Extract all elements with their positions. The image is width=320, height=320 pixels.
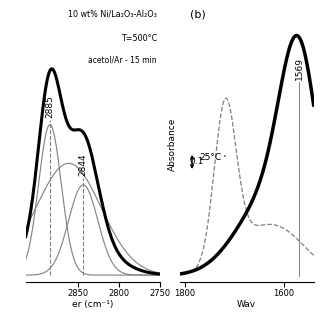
Text: 1569: 1569	[295, 57, 304, 80]
Text: T=500°C: T=500°C	[121, 34, 157, 43]
Text: 0.1: 0.1	[189, 157, 204, 166]
Text: 25°C: 25°C	[199, 153, 225, 162]
Text: (b): (b)	[190, 9, 206, 19]
Text: 10 wt% Ni/La₂O₃-Al₂O₃: 10 wt% Ni/La₂O₃-Al₂O₃	[68, 9, 157, 18]
Text: 2844: 2844	[79, 154, 88, 176]
X-axis label: Wav: Wav	[237, 300, 256, 308]
Y-axis label: Absorbance: Absorbance	[168, 117, 177, 171]
X-axis label: er (cm⁻¹): er (cm⁻¹)	[72, 300, 113, 308]
Text: acetol/Ar - 15 min: acetol/Ar - 15 min	[88, 56, 157, 65]
Text: 2885: 2885	[45, 95, 54, 118]
